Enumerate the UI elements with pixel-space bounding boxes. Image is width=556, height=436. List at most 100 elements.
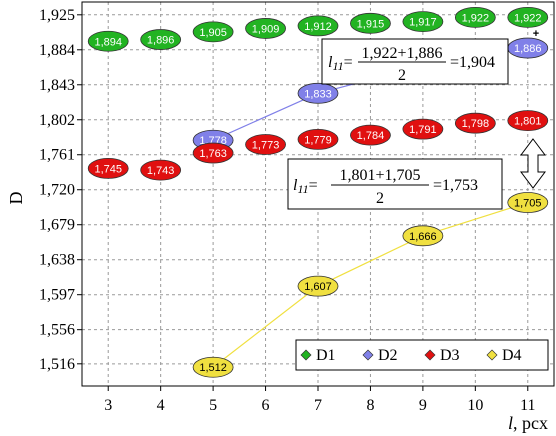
legend-label-d2: D2 [378,347,398,364]
series-d1: 1,894 1,896 1,905 1,909 1,912 1,915 1,917 1,922… [87,6,549,52]
legend-box [295,339,549,371]
data-label-d4: 1,705 [514,198,542,210]
data-label-d3: 1,798 [462,118,490,130]
data-point-d1 [245,18,286,39]
data-point-d3 [507,110,549,132]
annotation-2-denominator: 2 [376,190,384,207]
y-axis-ticks: 1,925 1,884 1,843 1,802 1,761 1,720 1,679 1,638… [39,7,82,373]
annotation-2-result: =1,753 [433,177,478,194]
legend-label-d4: D4 [502,347,522,364]
data-label-d4: 1,512 [199,362,227,374]
series-line-d4 [212,201,528,368]
y-tick-label: 1,761 [39,147,75,164]
data-point-d4 [192,356,234,378]
data-label-d3: 1,745 [94,163,122,175]
data-point-d2 [297,82,339,104]
data-label-d3: 1,763 [199,148,227,160]
y-tick-label: 1,516 [39,356,75,373]
plus-mark: + [533,28,539,40]
legend-marker-d1 [300,349,312,361]
data-label-d3: 1,791 [409,124,437,136]
data-label-d1: 1,922 [514,12,542,24]
data-point-d4 [507,192,549,213]
data-point-d3 [402,118,444,140]
y-tick-label: 1,884 [39,42,75,59]
data-label-d3: 1,801 [514,116,542,128]
data-label-d2: 1,833 [304,88,332,100]
annotation-1-denominator: 2 [398,67,406,84]
data-point-d4 [297,275,339,297]
annotation-box-2 [287,158,503,210]
data-point-d1 [402,11,444,33]
data-label-d1: 1,922 [462,12,490,24]
legend-label-d3: D3 [440,347,460,364]
x-tick-label: 5 [209,397,217,414]
x-tick-label: 11 [520,397,535,414]
data-label-d4: 1,666 [409,231,437,243]
data-label-d1: 1,896 [147,35,175,47]
data-label-d1: 1,912 [304,21,332,33]
data-label-d1: 1,894 [94,36,122,48]
plot-area-border [81,1,555,387]
y-axis-title: D [6,192,26,205]
data-point-d1 [297,15,339,37]
y-tick-label: 1,679 [39,217,75,234]
annotation-1-symbol: l11= [328,54,353,73]
data-label-d1: 1,905 [199,27,227,39]
data-label-d3: 1,773 [252,140,280,152]
x-axis-var: l [508,413,513,433]
data-label-d3: 1,779 [304,134,332,146]
annotation-1-numerator: 1,922+1,886 [361,45,442,62]
data-point-d3 [297,128,339,150]
double-arrow-icon [520,138,546,189]
y-tick-label: 1,556 [39,322,75,339]
x-tick-label: 7 [314,397,322,414]
y-tick-label: 1,597 [39,287,75,304]
x-tick-label: 6 [262,397,270,414]
x-axis-unit: , pcx [513,413,548,433]
data-point-d3 [192,142,234,164]
y-tick-label: 1,720 [39,182,75,199]
data-point-d1 [454,6,496,28]
x-tick-label: 4 [157,397,165,414]
annotation-1-result: =1,904 [450,54,495,71]
x-tick-label: 10 [467,397,483,414]
data-point-d3 [87,157,129,179]
annotation-2-numerator: 1,801+1,705 [339,167,420,184]
annotation-average-1: l11= 1,922+1,886 2 =1,904 [321,38,509,85]
x-axis-title: l, pcx [508,413,548,433]
data-point-d3 [350,124,391,146]
series: 1,894 1,896 1,905 1,909 1,912 1,915 1,917 1,922… [87,6,549,378]
data-label-d4: 1,607 [304,281,332,293]
data-label-d1: 1,909 [252,23,280,35]
annotation-2-symbol: l11= [293,177,318,196]
x-tick-label: 3 [104,397,112,414]
series-d3: 1,745 1,743 1,763 1,773 1,779 1,784 1,791 1,798… [87,110,549,181]
y-tick-label: 1,802 [39,112,75,129]
series-d4: 1,512 1,607 1,666 1,705 [192,192,549,378]
data-point-d1 [192,21,234,43]
data-label-d1: 1,915 [357,18,385,30]
data-point-d3 [454,112,496,134]
data-point-d3 [140,159,182,181]
legend-marker-d3 [424,349,436,361]
x-axis-ticks: 3 4 5 6 7 8 9 10 11 [104,386,535,414]
y-tick-label: 1,638 [39,252,75,269]
x-tick-label: 8 [366,397,374,414]
data-point-d3 [245,134,286,155]
data-label-d1: 1,917 [409,17,437,29]
data-point-d1 [87,30,129,52]
data-point-d1 [140,29,182,50]
data-point-d4 [402,225,444,247]
legend-marker-d2 [362,349,374,361]
y-tick-label: 1,843 [39,77,75,94]
y-tick-label: 1,925 [39,7,75,24]
x-tick-label: 9 [419,397,427,414]
data-label-d2: 1,886 [514,43,542,55]
legend-label-d1: D1 [316,347,336,364]
annotation-average-2: l11= 1,801+1,705 2 =1,753 [287,158,503,210]
data-point-d1 [350,12,391,34]
data-label-d3: 1,784 [357,130,385,142]
